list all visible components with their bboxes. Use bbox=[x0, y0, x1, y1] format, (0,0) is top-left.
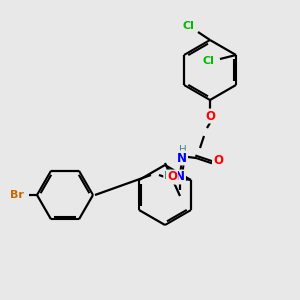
Text: H: H bbox=[179, 145, 187, 155]
Text: O: O bbox=[205, 110, 215, 122]
Text: Br: Br bbox=[10, 190, 24, 200]
Text: O: O bbox=[213, 154, 223, 167]
Text: Cl: Cl bbox=[202, 56, 214, 66]
Text: O: O bbox=[167, 170, 177, 184]
Text: Cl: Cl bbox=[182, 21, 194, 31]
Text: N: N bbox=[175, 170, 185, 184]
Text: N: N bbox=[177, 152, 187, 164]
Text: H: H bbox=[164, 171, 172, 181]
